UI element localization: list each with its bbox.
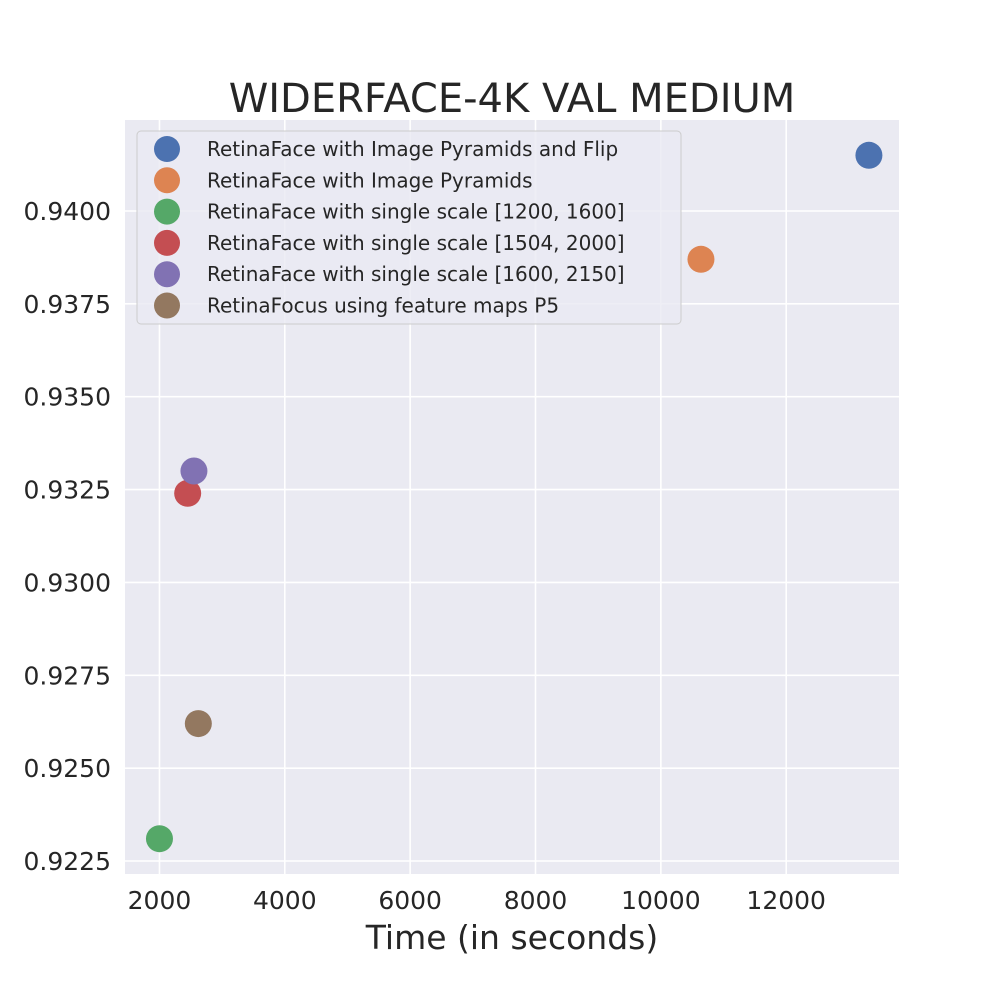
- data-point: [855, 141, 883, 169]
- legend-frame: [136, 130, 682, 325]
- legend-marker: [154, 136, 180, 162]
- y-tick-label: 0.9300: [24, 568, 111, 597]
- y-tick-label: 0.9250: [24, 754, 111, 783]
- legend-label: RetinaFace with single scale [1600, 2150…: [207, 262, 625, 286]
- chart-title: WIDERFACE-4K VAL MEDIUM: [229, 76, 796, 122]
- x-tick-label: 4000: [253, 886, 317, 915]
- data-point: [174, 479, 202, 507]
- y-tick-label: 0.9400: [24, 197, 111, 226]
- x-axis-label: Time (in seconds): [365, 918, 658, 957]
- y-tick-label: 0.9225: [24, 847, 111, 876]
- y-tick-label: 0.9350: [24, 383, 111, 412]
- legend-label: RetinaFace with Image Pyramids and Flip: [207, 137, 618, 161]
- x-tick-label: 10000: [621, 886, 701, 915]
- legend: RetinaFace with Image Pyramids and Flip R…: [136, 130, 682, 325]
- x-tick-label: 8000: [504, 886, 568, 915]
- y-tick-label: 0.9325: [24, 476, 111, 505]
- legend-marker: [154, 229, 180, 256]
- legend-label: RetinaFace with Image Pyramids: [207, 168, 533, 192]
- x-tick-label: 6000: [378, 886, 442, 915]
- legend-marker: [154, 292, 180, 319]
- legend-marker: [154, 261, 180, 288]
- y-tick-label: 0.9375: [24, 290, 111, 319]
- y-axis-ticks: 0.9225 0.9250 0.9275 0.9300 0.9325 0.9350 0.93…: [24, 197, 111, 876]
- data-point: [184, 710, 212, 738]
- legend-marker: [154, 167, 180, 194]
- x-tick-label: 12000: [746, 886, 826, 915]
- legend-label: RetinaFocus using feature maps P5: [207, 294, 559, 318]
- data-point: [145, 825, 173, 853]
- legend-marker: [154, 198, 180, 225]
- legend-label: RetinaFace with single scale [1200, 1600…: [207, 200, 625, 224]
- legend-label: RetinaFace with single scale [1504, 2000…: [207, 231, 625, 255]
- data-point: [180, 457, 208, 485]
- x-axis-ticks: 2000 4000 6000 8000 10000 12000: [128, 886, 826, 915]
- y-tick-label: 0.9275: [24, 661, 111, 690]
- data-point: [687, 245, 715, 273]
- data-points: [145, 141, 883, 853]
- x-tick-label: 2000: [128, 886, 192, 915]
